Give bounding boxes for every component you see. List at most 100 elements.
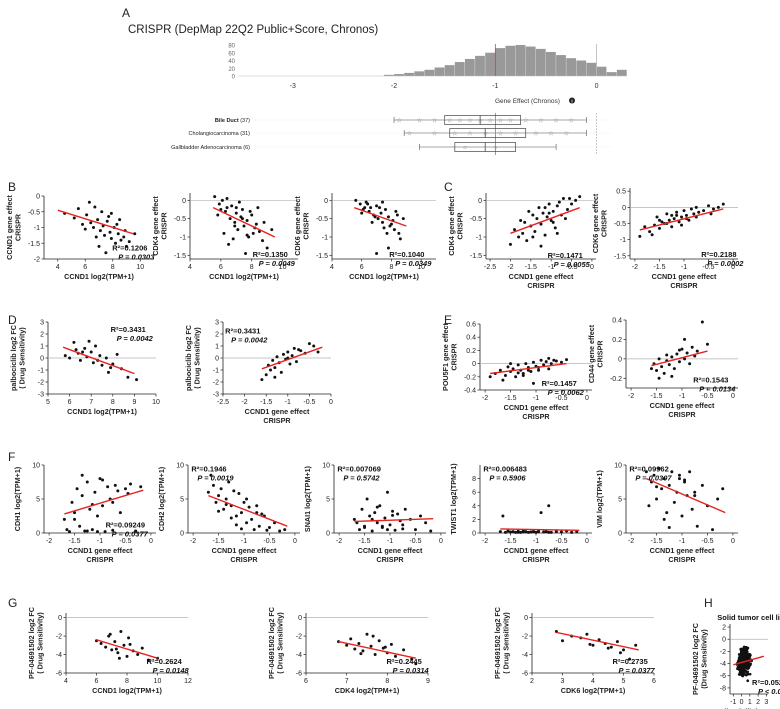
scatter-panel-f5: 0 5 10 -2 -1.5 -1 -0.5 0 CCND1 gene effectCRISPR… bbox=[595, 463, 738, 564]
x-axis-label: CCND1 gene effect bbox=[68, 546, 133, 555]
data-point bbox=[667, 363, 671, 367]
data-point bbox=[269, 368, 273, 372]
data-point bbox=[383, 208, 387, 211]
data-point bbox=[220, 198, 224, 202]
data-point bbox=[697, 210, 701, 214]
ytick-label: -1 bbox=[476, 235, 482, 242]
scatter-panel-f1: 0 5 10 -2 -1.5 -1 -0.5 0 CCND1 gene effectCRISPR… bbox=[13, 463, 156, 564]
data-point bbox=[228, 217, 232, 221]
xtick-label: 0 bbox=[731, 538, 735, 545]
p-value-label: P = 0.0062 bbox=[548, 388, 585, 397]
data-point bbox=[118, 511, 122, 515]
r-squared-label: R²=0.2188 bbox=[701, 250, 736, 259]
ytick-label: 4 bbox=[472, 503, 476, 510]
data-point bbox=[93, 205, 97, 209]
xtick-label: 0 bbox=[329, 399, 333, 406]
data-point bbox=[680, 347, 684, 351]
r-squared-label: R²=0.1543 bbox=[693, 375, 728, 384]
data-point bbox=[672, 217, 676, 221]
data-point bbox=[140, 646, 144, 650]
ytick-label: -6 bbox=[56, 671, 62, 678]
xtick-label: 3 bbox=[764, 699, 768, 706]
data-point bbox=[667, 526, 671, 530]
data-point bbox=[509, 362, 513, 366]
data-point bbox=[72, 340, 76, 344]
data-point bbox=[279, 370, 283, 374]
data-point bbox=[70, 500, 74, 504]
xtick-label: 5 bbox=[46, 399, 50, 406]
data-point bbox=[229, 516, 233, 520]
r-squared-label: R²=0.1946 bbox=[191, 465, 226, 474]
ytick-label: 2 bbox=[215, 332, 219, 339]
hist-bar bbox=[434, 67, 445, 76]
data-point bbox=[424, 521, 428, 525]
ytick-label: 0 bbox=[618, 356, 622, 363]
data-point bbox=[363, 526, 367, 530]
xtick-label: -1 bbox=[97, 538, 103, 545]
xtick-label: -1 bbox=[533, 538, 539, 545]
data-point bbox=[386, 215, 390, 219]
data-point bbox=[111, 528, 115, 532]
data-point bbox=[544, 360, 548, 364]
y-axis-label: palbociclib log2 FC bbox=[9, 325, 18, 391]
info-icon[interactable]: i bbox=[569, 97, 575, 104]
xtick-label: 2 bbox=[756, 699, 760, 706]
y-axis-label-line2: ( Drug Sensitivity) bbox=[18, 327, 27, 389]
r-squared-label: R²=0.006483 bbox=[483, 465, 527, 474]
data-point bbox=[270, 228, 274, 232]
data-point bbox=[677, 473, 681, 477]
regression-line bbox=[556, 631, 639, 651]
data-point bbox=[239, 527, 243, 531]
data-point bbox=[371, 634, 375, 638]
ytick-label: -1.5 bbox=[174, 253, 186, 260]
regression-line bbox=[354, 207, 407, 227]
ytick-label: 0 bbox=[622, 205, 626, 212]
xtick-label: -2 bbox=[482, 538, 488, 545]
ytick-label: -1 bbox=[180, 235, 186, 242]
hist-bar bbox=[454, 62, 465, 76]
regression-line bbox=[646, 477, 726, 514]
data-point bbox=[700, 320, 704, 324]
data-point bbox=[554, 359, 558, 363]
y-axis-label: PF-04691502 log2 FC bbox=[493, 607, 502, 679]
data-point bbox=[401, 217, 405, 221]
scatter-panel-c1: -1.5 -1 -0.5 0 -2.5 -2 -1.5 -1 -0.5 0 CCND1 gene e… bbox=[447, 193, 596, 290]
xtick-label: -1 bbox=[285, 399, 291, 406]
data-point bbox=[98, 229, 102, 233]
hist-bar bbox=[535, 48, 546, 76]
data-point bbox=[97, 244, 101, 248]
regression-line bbox=[510, 207, 580, 234]
data-point bbox=[114, 241, 117, 245]
data-point bbox=[104, 645, 108, 649]
data-point bbox=[217, 202, 221, 206]
data-point bbox=[391, 509, 395, 513]
data-point bbox=[94, 344, 98, 348]
regression-line bbox=[64, 489, 144, 515]
p-value-label: P = 0.5906 bbox=[489, 474, 526, 483]
hist-bar bbox=[596, 66, 607, 76]
data-point bbox=[234, 514, 238, 518]
hist-xtick-label: -1 bbox=[492, 83, 498, 90]
x-axis-label-line2: CRISPR bbox=[522, 412, 550, 421]
x-axis-label: CCND1 gene effect bbox=[509, 272, 574, 281]
data-point bbox=[119, 238, 123, 242]
data-point bbox=[101, 504, 105, 508]
data-point bbox=[531, 381, 535, 385]
xtick-label: -0.5 bbox=[555, 395, 567, 402]
data-point bbox=[316, 350, 320, 354]
data-point bbox=[85, 480, 89, 484]
data-point bbox=[513, 228, 517, 232]
ytick-label: -4 bbox=[522, 652, 528, 659]
xtick-label: -1 bbox=[387, 538, 393, 545]
data-point bbox=[557, 200, 561, 204]
data-point bbox=[401, 523, 405, 527]
data-point bbox=[87, 339, 91, 343]
data-point bbox=[216, 213, 220, 217]
data-point bbox=[233, 224, 237, 228]
y-axis-label: VIM log2(TPM+1) bbox=[595, 470, 604, 528]
data-point bbox=[683, 357, 687, 361]
data-point bbox=[224, 497, 228, 501]
x-axis-label: CCND1 log2(TPM+1) bbox=[67, 407, 137, 416]
data-point bbox=[628, 657, 632, 661]
data-point bbox=[115, 352, 119, 356]
